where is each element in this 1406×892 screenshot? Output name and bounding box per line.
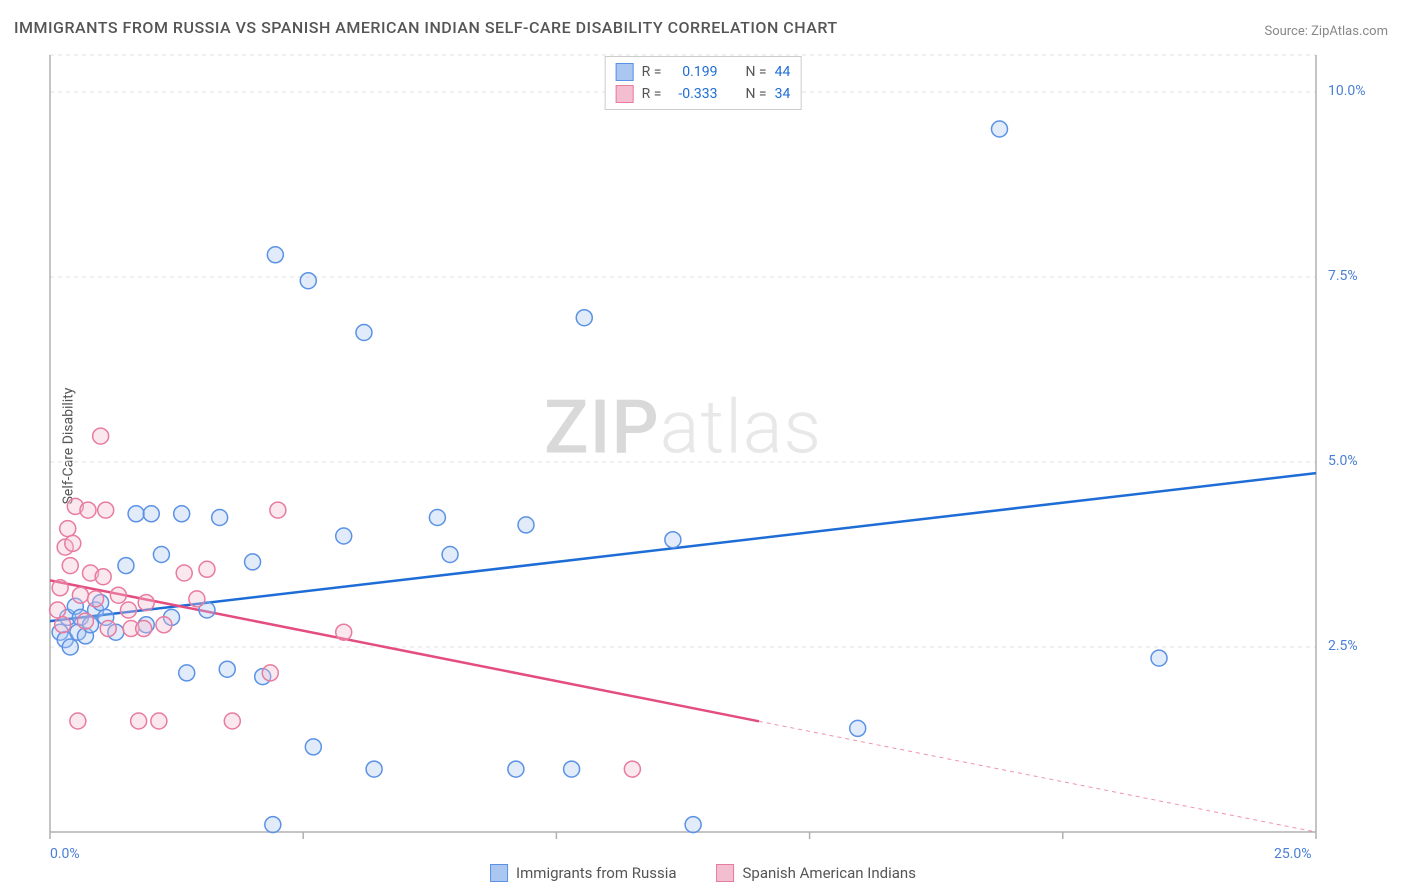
r-value-2: -0.333: [669, 86, 717, 102]
plot-svg: [50, 55, 1316, 832]
n-value-1: 44: [775, 64, 791, 80]
correlation-legend: R = 0.199 N = 44 R = -0.333 N = 34: [605, 56, 802, 110]
source-attribution: Source: ZipAtlas.com: [1264, 24, 1388, 39]
r-label-1: R =: [642, 64, 662, 80]
legend-swatch-russia: [490, 864, 508, 882]
plot-area: ZIPatlas: [50, 55, 1316, 832]
x-tick-label: 0.0%: [50, 846, 80, 862]
y-tick-label: 10.0%: [1328, 83, 1366, 99]
r-label-2: R =: [642, 86, 662, 102]
r-value-1: 0.199: [669, 64, 717, 80]
chart-title: IMMIGRANTS FROM RUSSIA VS SPANISH AMERIC…: [14, 18, 838, 37]
n-label-1: N =: [745, 64, 766, 80]
source-link[interactable]: ZipAtlas.com: [1311, 24, 1388, 39]
x-tick-label: 25.0%: [1274, 846, 1312, 862]
y-tick-label: 2.5%: [1328, 638, 1358, 654]
n-value-2: 34: [775, 86, 791, 102]
correlation-chart: IMMIGRANTS FROM RUSSIA VS SPANISH AMERIC…: [0, 0, 1406, 892]
legend-swatch-1: [616, 63, 634, 81]
y-tick-label: 5.0%: [1328, 453, 1358, 469]
legend-item-spanish: Spanish American Indians: [717, 864, 916, 882]
legend-swatch-2: [616, 85, 634, 103]
legend-row-series2: R = -0.333 N = 34: [616, 83, 791, 105]
source-prefix: Source:: [1264, 24, 1311, 39]
series-legend: Immigrants from Russia Spanish American …: [490, 864, 916, 882]
legend-swatch-spanish: [717, 864, 735, 882]
legend-label-russia: Immigrants from Russia: [516, 864, 676, 882]
y-tick-label: 7.5%: [1328, 268, 1358, 284]
legend-row-series1: R = 0.199 N = 44: [616, 61, 791, 83]
n-label-2: N =: [745, 86, 766, 102]
legend-item-russia: Immigrants from Russia: [490, 864, 676, 882]
legend-label-spanish: Spanish American Indians: [743, 864, 916, 882]
